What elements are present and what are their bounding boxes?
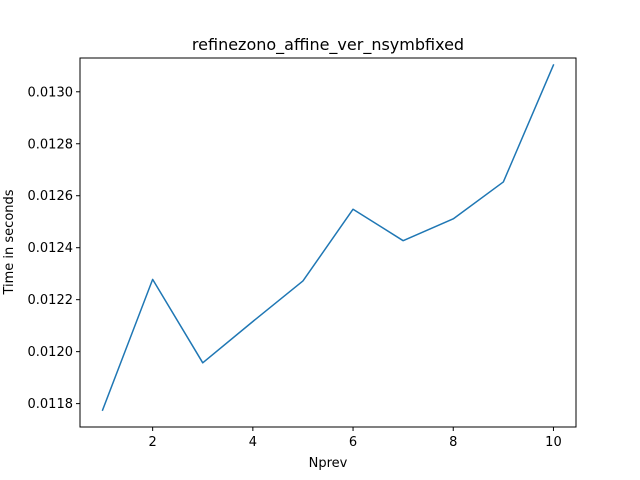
y-tick-label: 0.0124 bbox=[28, 241, 74, 256]
x-axis: 2 4 6 8 10 bbox=[149, 427, 562, 450]
chart-title: refinezono_affine_ver_nsymbfixed bbox=[192, 35, 464, 55]
x-axis-title: Nprev bbox=[309, 456, 348, 471]
y-tick-label: 0.0128 bbox=[28, 137, 74, 152]
y-tick-label: 0.0130 bbox=[28, 85, 74, 100]
series-line bbox=[101, 64, 555, 412]
x-tick-label: 2 bbox=[149, 435, 157, 450]
y-tick-label: 0.0118 bbox=[28, 397, 74, 412]
axes-frame bbox=[79, 57, 577, 428]
y-tick-label: 0.0122 bbox=[28, 293, 74, 308]
y-tick-label: 0.0126 bbox=[28, 189, 74, 204]
y-tick-label: 0.0120 bbox=[28, 345, 74, 360]
x-tick-label: 4 bbox=[249, 435, 257, 450]
y-axis: 0.0118 0.0120 0.0122 0.0124 0.0126 0.0128 0.01… bbox=[28, 85, 80, 412]
x-tick-label: 8 bbox=[449, 435, 457, 450]
x-tick-label: 10 bbox=[545, 435, 562, 450]
plot-area: 2 4 6 8 10 0.01180.01200.01220.01240.01260.0… bbox=[28, 57, 577, 450]
x-tick-label: 6 bbox=[349, 435, 357, 450]
y-axis-title: Time in seconds bbox=[2, 189, 17, 295]
